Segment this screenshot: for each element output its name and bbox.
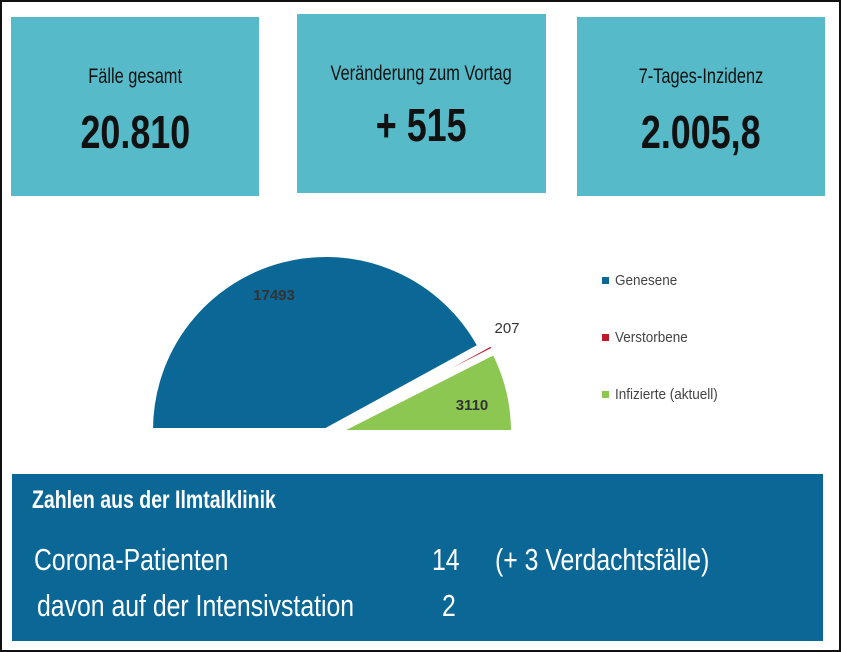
- legend-item-deceased: Verstorbene: [602, 329, 696, 346]
- kpi-change-previous-day: Veränderung zum Vortag + 515: [297, 14, 546, 193]
- legend-label: Infizierte (aktuell): [615, 386, 718, 403]
- kpi-value: 20.810: [80, 106, 190, 158]
- kpi-value: 2.005,8: [641, 106, 761, 158]
- kpi-label: Veränderung zum Vortag: [330, 62, 513, 85]
- pie-slice-1: [337, 341, 497, 430]
- data-label-0: 17493: [253, 287, 295, 304]
- kpi-label: Fälle gesamt: [88, 65, 182, 88]
- pie-slice-2: [337, 350, 516, 434]
- legend-swatch: [602, 277, 609, 284]
- legend-label: Verstorbene: [615, 329, 688, 346]
- pie-slice-0: [148, 253, 483, 432]
- patients-value: 14: [432, 542, 460, 577]
- legend-item-recovered: Genesene: [602, 272, 684, 289]
- half-pie-chart: 17493 207 3110: [148, 253, 520, 434]
- patients-label: Corona-Patienten: [34, 542, 229, 577]
- legend-label: Genesene: [615, 272, 678, 289]
- legend-swatch: [602, 391, 609, 398]
- icu-label: davon auf der Intensivstation: [37, 588, 355, 623]
- icu-value: 2: [442, 588, 456, 623]
- data-label-1: 207: [494, 320, 519, 337]
- kpi-value: + 515: [376, 99, 467, 151]
- clinic-panel: Zahlen aus der Ilmtalklinik Corona-Patie…: [12, 474, 823, 641]
- kpi-total-cases: Fälle gesamt 20.810: [11, 17, 259, 196]
- kpi-label: 7-Tages-Inzidenz: [638, 65, 764, 88]
- legend-item-infected: Infizierte (aktuell): [602, 386, 729, 403]
- suspected-cases-note: (+ 3 Verdachtsfälle): [495, 542, 710, 577]
- clinic-title: Zahlen aus der Ilmtalklinik: [32, 486, 276, 514]
- legend-swatch: [602, 334, 609, 341]
- kpi-7-day-incidence: 7-Tages-Inzidenz 2.005,8: [577, 17, 825, 196]
- data-label-2: 3110: [456, 397, 489, 414]
